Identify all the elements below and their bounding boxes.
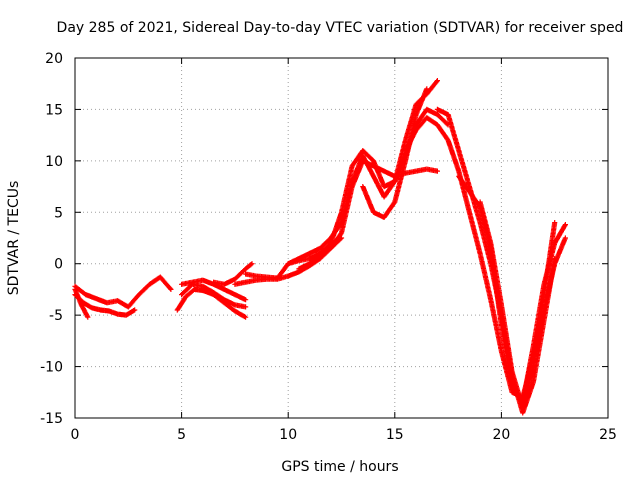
series-track-p [477,199,558,411]
series-track-f [179,277,249,303]
plus-markers [211,261,255,287]
chart-title: Day 285 of 2021, Sidereal Day-to-day VTE… [57,20,624,36]
series-track-k [296,158,440,272]
y-tick-label: 20 [45,51,63,67]
y-tick-label: 5 [54,205,63,221]
grid-lines [75,58,608,418]
plus-markers [72,286,91,320]
x-tick-label: 25 [599,427,617,443]
y-tick-label: -10 [40,360,63,376]
plus-markers [402,115,568,400]
series-track-m [402,115,568,400]
y-tick-label: -15 [40,411,63,427]
plus-markers [296,158,440,272]
y-tick-label: 0 [54,257,63,273]
data-marks [72,78,568,416]
plus-markers [179,277,249,303]
series-track-j [285,78,440,267]
x-tick-label: 5 [177,427,186,443]
y-axis-label: SDTVAR / TECUs [6,181,22,296]
x-tick-label: 0 [71,427,80,443]
x-tick-label: 10 [279,427,297,443]
plus-markers [285,78,440,267]
y-tick-label: 15 [45,102,63,118]
plus-markers [477,199,558,411]
x-tick-label: 20 [492,427,510,443]
y-tick-label: -5 [49,308,63,324]
series-track-g [211,261,255,287]
plot-frame [74,57,609,419]
y-tick-label: 10 [45,154,63,170]
x-tick-label: 15 [386,427,404,443]
series-track-c [72,286,91,320]
plus-markers [72,274,174,310]
series-track-a [72,274,174,310]
x-axis-label: GPS time / hours [281,459,398,475]
axis-ticks: 0 5 10 15 20 25 -15 -10 -5 0 5 10 15 20 [40,51,617,443]
